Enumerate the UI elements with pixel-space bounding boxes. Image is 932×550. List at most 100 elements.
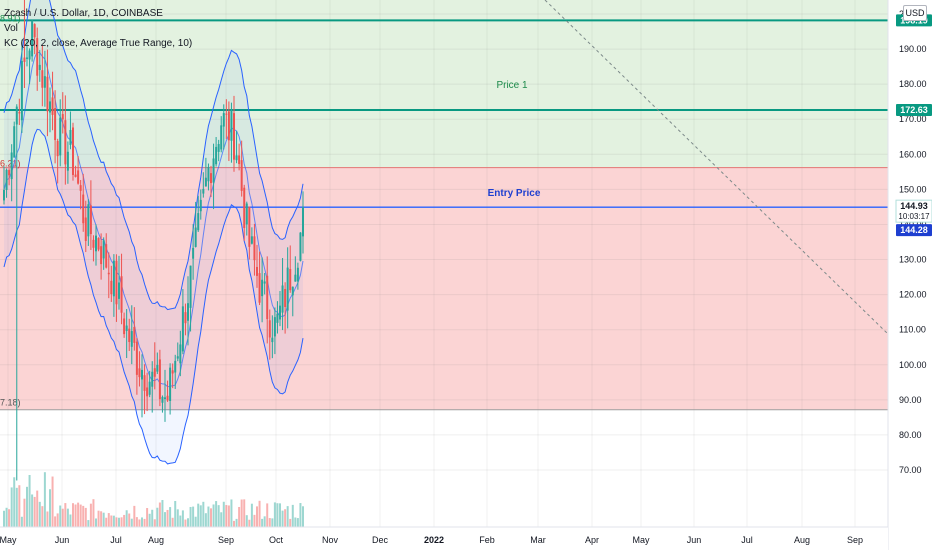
- candle-body[interactable]: [26, 57, 28, 59]
- candle-body[interactable]: [179, 344, 182, 364]
- candle-body[interactable]: [23, 57, 26, 62]
- candle-body[interactable]: [8, 170, 11, 176]
- candle-body[interactable]: [130, 331, 133, 347]
- candle-body[interactable]: [38, 64, 41, 71]
- candle-body[interactable]: [72, 127, 74, 175]
- candle-body[interactable]: [31, 21, 34, 57]
- currency-button[interactable]: USD: [903, 5, 927, 21]
- candle-body[interactable]: [250, 236, 253, 244]
- candle-body[interactable]: [225, 113, 228, 115]
- candle-body[interactable]: [187, 303, 189, 321]
- candle-body[interactable]: [84, 217, 87, 241]
- candle-body[interactable]: [210, 173, 212, 184]
- candle-body[interactable]: [115, 260, 118, 305]
- candle-body[interactable]: [74, 174, 77, 177]
- candle-body[interactable]: [125, 325, 128, 331]
- candle-body[interactable]: [46, 76, 49, 112]
- candle-body[interactable]: [100, 246, 103, 265]
- candle-body[interactable]: [20, 60, 23, 121]
- candle-body[interactable]: [13, 126, 16, 158]
- candle-body[interactable]: [120, 276, 123, 313]
- candle-body[interactable]: [41, 70, 44, 88]
- candle-body[interactable]: [194, 227, 197, 247]
- volume-indicator-label[interactable]: Vol: [4, 23, 18, 34]
- candle-body[interactable]: [302, 207, 304, 237]
- candle-body[interactable]: [294, 274, 297, 282]
- candle-body[interactable]: [87, 204, 90, 237]
- candle-body[interactable]: [112, 260, 115, 297]
- candle-body[interactable]: [97, 238, 100, 250]
- candle-body[interactable]: [166, 395, 169, 401]
- candle-body[interactable]: [61, 114, 64, 120]
- candle-body[interactable]: [10, 152, 13, 180]
- candle-body[interactable]: [79, 185, 82, 191]
- candle-body[interactable]: [279, 305, 281, 320]
- symbol-title[interactable]: Zcash / U.S. Dollar, 1D, COINBASE: [4, 8, 163, 19]
- candle-body[interactable]: [89, 205, 92, 235]
- keltner-basis-line[interactable]: [3, 51, 304, 388]
- candle-body[interactable]: [28, 50, 31, 60]
- candle-body[interactable]: [271, 337, 274, 343]
- candle-body[interactable]: [286, 267, 289, 311]
- candle-body[interactable]: [263, 281, 266, 284]
- last-price-tag[interactable]: [895, 199, 932, 223]
- candle-body[interactable]: [161, 396, 164, 403]
- candle-body[interactable]: [59, 117, 62, 156]
- candle-body[interactable]: [15, 106, 18, 125]
- candle-body[interactable]: [238, 155, 241, 165]
- candle-body[interactable]: [146, 387, 149, 397]
- kc-basis-tag[interactable]: [896, 224, 932, 237]
- candle-body[interactable]: [189, 265, 192, 308]
- price1-tag[interactable]: [896, 104, 932, 117]
- candle-body[interactable]: [64, 120, 67, 165]
- candle-body[interactable]: [289, 269, 292, 291]
- candle-body[interactable]: [174, 360, 177, 373]
- keltner-indicator-label[interactable]: KC (20, 2, close, Average True Range, 10…: [4, 38, 193, 49]
- candle-body[interactable]: [215, 146, 218, 165]
- candle-body[interactable]: [5, 169, 8, 190]
- candle-body[interactable]: [164, 397, 166, 400]
- candle-body[interactable]: [156, 364, 159, 372]
- candle-body[interactable]: [268, 320, 271, 338]
- candle-body[interactable]: [102, 240, 105, 259]
- candle-body[interactable]: [261, 279, 264, 297]
- candle-body[interactable]: [36, 38, 39, 76]
- candle-body[interactable]: [92, 239, 95, 248]
- candle-body[interactable]: [169, 367, 172, 401]
- candle-body[interactable]: [220, 125, 223, 150]
- candle-body[interactable]: [284, 288, 287, 307]
- candle-body[interactable]: [276, 313, 279, 323]
- candle-body[interactable]: [171, 370, 174, 374]
- candle-body[interactable]: [199, 199, 202, 212]
- candle-body[interactable]: [133, 326, 136, 343]
- candle-body[interactable]: [43, 76, 46, 88]
- candle-body[interactable]: [233, 113, 235, 160]
- candle-body[interactable]: [281, 285, 284, 313]
- candle-body[interactable]: [82, 194, 85, 224]
- candle-body[interactable]: [143, 375, 146, 391]
- candle-body[interactable]: [141, 369, 143, 380]
- candle-body[interactable]: [258, 273, 261, 303]
- candle-body[interactable]: [128, 328, 131, 343]
- candle-body[interactable]: [291, 286, 294, 296]
- candle-body[interactable]: [217, 144, 220, 152]
- candle-body[interactable]: [123, 318, 126, 335]
- keltner-upper-band[interactable]: [3, 0, 304, 311]
- candle-body[interactable]: [296, 267, 299, 282]
- candle-body[interactable]: [51, 97, 54, 115]
- candle-body[interactable]: [212, 158, 215, 183]
- candle-body[interactable]: [273, 317, 276, 337]
- candle-body[interactable]: [56, 140, 59, 157]
- candle-body[interactable]: [256, 266, 258, 276]
- candle-body[interactable]: [184, 312, 187, 324]
- keltner-lower-band[interactable]: [3, 128, 304, 465]
- candle-body[interactable]: [135, 341, 138, 375]
- candle-body[interactable]: [243, 187, 246, 228]
- candle-body[interactable]: [202, 188, 205, 194]
- candle-body[interactable]: [204, 177, 207, 187]
- candle-body[interactable]: [110, 280, 113, 295]
- candle-body[interactable]: [107, 272, 110, 275]
- candle-body[interactable]: [3, 189, 5, 201]
